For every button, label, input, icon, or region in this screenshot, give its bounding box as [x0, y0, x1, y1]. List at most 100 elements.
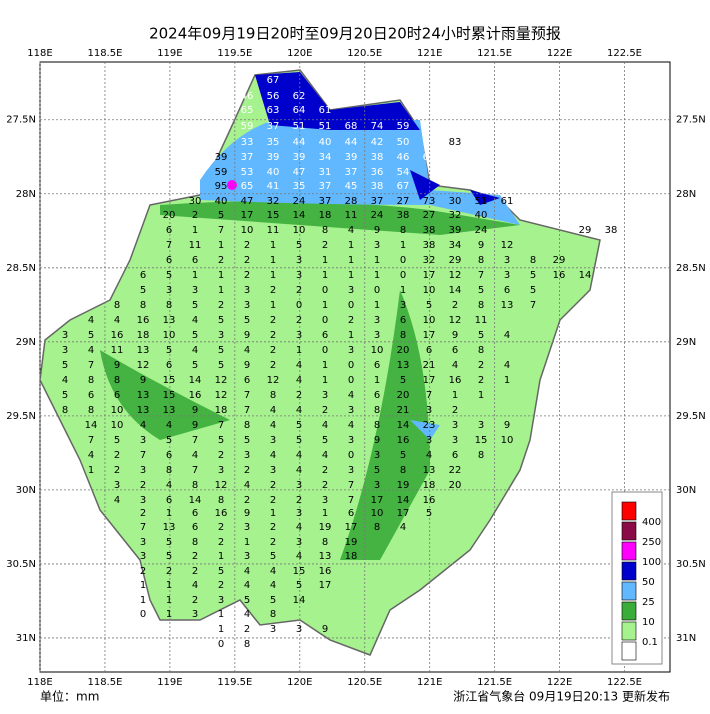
- station-value: 6: [400, 315, 406, 326]
- station-value: 3: [322, 390, 328, 401]
- station-value: 5: [218, 360, 224, 371]
- station-value: 2: [270, 360, 276, 371]
- station-value: 2: [140, 508, 146, 519]
- station-value: 1: [218, 609, 224, 620]
- station-value: 32: [449, 210, 462, 221]
- station-value: 4: [270, 566, 276, 577]
- lon-label-top: 119E: [157, 48, 182, 59]
- station-value: 33: [241, 137, 254, 148]
- station-value: 4: [452, 360, 458, 371]
- station-value: 17: [423, 330, 436, 341]
- station-value: 1: [504, 375, 510, 386]
- station-value: 1: [192, 270, 198, 281]
- station-value: 19: [319, 522, 332, 533]
- station-value: 12: [215, 480, 228, 491]
- station-value: 4: [244, 609, 250, 620]
- lon-label-top: 122E: [547, 48, 572, 59]
- station-value: 47: [241, 196, 254, 207]
- station-value: 16: [397, 435, 410, 446]
- station-value: 5: [88, 330, 94, 341]
- station-value: 38: [423, 225, 436, 236]
- station-value: 1: [374, 255, 380, 266]
- station-value: 2: [270, 345, 276, 356]
- station-value: 4: [192, 450, 198, 461]
- station-value: 16: [449, 375, 462, 386]
- station-value: 7: [218, 225, 224, 236]
- station-value: 39: [345, 152, 358, 163]
- station-value: 4: [244, 580, 250, 591]
- station-value: 0: [322, 315, 328, 326]
- station-value: 3: [504, 255, 510, 266]
- station-value: 73: [423, 196, 436, 207]
- station-value: 59: [215, 167, 228, 178]
- station-value: 3: [374, 240, 380, 251]
- station-value: 2: [244, 624, 250, 635]
- station-value: 8: [530, 255, 536, 266]
- station-value: 8: [478, 345, 484, 356]
- station-value: 9: [322, 624, 328, 635]
- station-value: 6: [374, 360, 380, 371]
- station-value: 10: [423, 315, 436, 326]
- station-value: 16: [111, 330, 124, 341]
- station-value: 2: [322, 240, 328, 251]
- station-value: 2: [218, 580, 224, 591]
- station-value: 17: [241, 210, 254, 221]
- station-value: 15: [163, 375, 176, 386]
- station-value: 3: [244, 285, 250, 296]
- station-value: 51: [475, 196, 488, 207]
- station-value: 8: [244, 639, 250, 650]
- legend-label: 25: [642, 597, 655, 608]
- station-value: 1: [322, 255, 328, 266]
- station-value: 2: [166, 566, 172, 577]
- station-value: 2: [192, 210, 198, 221]
- station-value: 6: [140, 270, 146, 281]
- station-value: 3: [504, 270, 510, 281]
- station-value: 29: [449, 255, 462, 266]
- station-value: 9: [504, 420, 510, 431]
- station-value: 3: [218, 595, 224, 606]
- station-value: 40: [475, 210, 488, 221]
- legend-swatch: [621, 501, 637, 521]
- station-value: 6: [192, 508, 198, 519]
- station-value: 4: [270, 420, 276, 431]
- station-value: 4: [504, 330, 510, 341]
- station-value: 4: [88, 345, 94, 356]
- station-value: 1: [270, 300, 276, 311]
- legend-label: 10: [642, 617, 655, 628]
- station-value: 1: [322, 300, 328, 311]
- station-value: 5: [114, 435, 120, 446]
- station-value: 9: [114, 360, 120, 371]
- station-value: 1: [348, 240, 354, 251]
- lat-label-right: 28.5N: [676, 263, 706, 274]
- station-value: 13: [319, 551, 332, 562]
- station-value: 1: [166, 595, 172, 606]
- station-value: 14: [293, 595, 306, 606]
- source-label: 浙江省气象台 09月19日20:13 更新发布: [453, 689, 670, 704]
- station-value: 12: [449, 315, 462, 326]
- station-value: 11: [475, 315, 488, 326]
- station-value: 9: [140, 375, 146, 386]
- lon-label-bottom: 121E: [417, 677, 442, 688]
- station-value: 0: [218, 639, 224, 650]
- station-value: 2: [270, 315, 276, 326]
- station-value: 4: [296, 465, 302, 476]
- station-value: 0: [348, 450, 354, 461]
- station-value: 5: [478, 330, 484, 341]
- station-value: 4: [296, 551, 302, 562]
- station-value: 17: [345, 522, 358, 533]
- station-value: 40: [319, 137, 332, 148]
- station-value: 3: [244, 522, 250, 533]
- station-value: 30: [449, 196, 462, 207]
- station-value: 4: [140, 420, 146, 431]
- station-value: 6: [426, 345, 432, 356]
- station-value: 19: [345, 537, 358, 548]
- station-value: 3: [270, 624, 276, 635]
- station-value: 13: [163, 405, 176, 416]
- station-value: 1: [348, 270, 354, 281]
- station-value: 4: [322, 420, 328, 431]
- station-value: 17: [423, 270, 436, 281]
- station-value: 5: [374, 465, 380, 476]
- station-value: 5: [296, 435, 302, 446]
- station-value: 27: [423, 210, 436, 221]
- station-value: 50: [397, 137, 410, 148]
